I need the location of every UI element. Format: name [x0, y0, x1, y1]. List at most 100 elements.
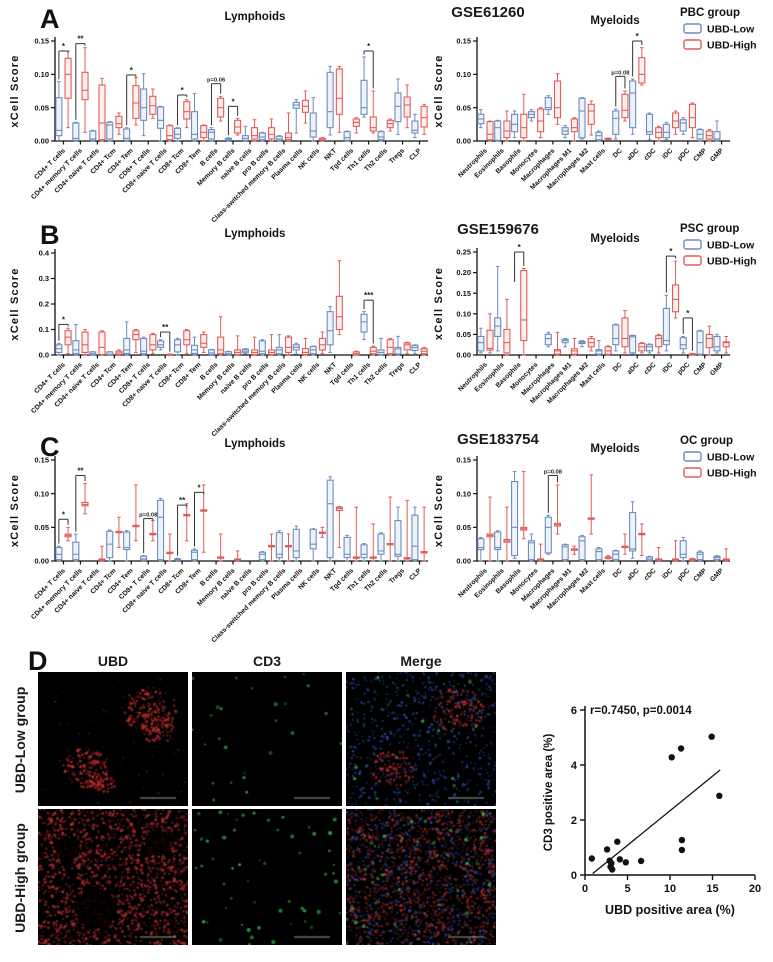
svg-text:0.00: 0.00 [34, 137, 49, 146]
svg-text:10: 10 [664, 883, 676, 895]
svg-text:0.15: 0.15 [456, 289, 471, 298]
svg-text:CLP: CLP [408, 567, 423, 582]
svg-text:0.20: 0.20 [456, 268, 471, 277]
svg-text:GMP: GMP [709, 361, 725, 377]
svg-text:0.05: 0.05 [34, 103, 49, 112]
svg-text:0.10: 0.10 [456, 489, 471, 498]
svg-text:p=0.06: p=0.06 [207, 78, 226, 84]
svg-text:PSC group: PSC group [680, 223, 739, 235]
svg-text:xCell Score: xCell Score [9, 267, 21, 340]
svg-text:15: 15 [706, 883, 718, 895]
svg-text:0.05: 0.05 [456, 103, 471, 112]
svg-text:*: * [686, 309, 690, 318]
svg-text:aDC: aDC [626, 361, 641, 376]
row-label-ubd-low-group: UBD-Low group [12, 686, 28, 794]
svg-text:CMP: CMP [692, 567, 708, 583]
gse-title-c: GSE183754 [457, 431, 539, 448]
panel-c-label: C [40, 432, 60, 462]
svg-text:cDC: cDC [643, 567, 658, 582]
svg-text:UBD-Low: UBD-Low [707, 240, 755, 252]
svg-text:Lymphoids: Lymphoids [225, 11, 286, 23]
svg-text:0.10: 0.10 [34, 489, 49, 498]
svg-text:*: * [198, 483, 202, 492]
svg-text:0.00: 0.00 [456, 351, 471, 360]
panel-d-label: D [28, 646, 48, 676]
svg-text:CMP: CMP [692, 147, 708, 163]
svg-text:*: * [518, 243, 522, 252]
gse-title-b: GSE159676 [457, 221, 539, 238]
svg-text:**: ** [179, 496, 186, 505]
row-label-ubd-high-group: UBD-High group [12, 823, 28, 933]
svg-text:GMP: GMP [709, 147, 725, 163]
svg-text:UBD-High: UBD-High [707, 468, 757, 480]
svg-text:pDC: pDC [676, 567, 691, 582]
svg-text:CLP: CLP [408, 361, 423, 376]
svg-text:iDC: iDC [661, 147, 674, 160]
panel-a-label: A [40, 4, 60, 34]
svg-text:0.10: 0.10 [456, 309, 471, 318]
correlation-scatter-plot: 0 5 10 15 20 0 2 4 6 r=0.7450, p=0.0014 UBD positi… [543, 705, 761, 917]
svg-text:Myeloids: Myeloids [590, 233, 639, 245]
svg-text:0.15: 0.15 [456, 456, 471, 465]
svg-text:CD3 positive area (%): CD3 positive area (%) [543, 734, 555, 852]
svg-text:0.15: 0.15 [34, 456, 49, 465]
svg-text:*: * [636, 32, 640, 41]
svg-text:Lymphoids: Lymphoids [225, 228, 286, 240]
svg-text:*: * [62, 42, 66, 51]
svg-text:pDC: pDC [676, 361, 691, 376]
svg-text:DC: DC [612, 567, 624, 579]
svg-text:CLP: CLP [408, 147, 423, 162]
svg-text:0.2: 0.2 [39, 300, 49, 309]
svg-text:**: ** [77, 35, 84, 44]
svg-text:xCell Score: xCell Score [9, 54, 21, 127]
svg-text:xCell Score: xCell Score [433, 474, 445, 547]
svg-text:DC: DC [612, 147, 624, 159]
column-header-cd3: CD3 [252, 653, 281, 669]
svg-text:PBC group: PBC group [680, 7, 740, 19]
svg-text:iDC: iDC [661, 567, 674, 580]
svg-text:0.4: 0.4 [39, 249, 50, 258]
svg-text:*: * [367, 42, 371, 51]
svg-text:0.10: 0.10 [456, 70, 471, 79]
svg-text:*: * [62, 315, 66, 324]
svg-text:0: 0 [571, 870, 577, 882]
svg-text:0.10: 0.10 [34, 70, 49, 79]
svg-text:aDC: aDC [626, 567, 641, 582]
svg-text:0: 0 [582, 883, 588, 895]
svg-text:*: * [130, 66, 134, 75]
svg-text:20: 20 [749, 883, 761, 895]
svg-text:UBD-Low: UBD-Low [707, 452, 755, 464]
svg-text:0.05: 0.05 [456, 330, 471, 339]
svg-text:*: * [231, 97, 235, 106]
svg-text:p=0.08: p=0.08 [611, 70, 630, 76]
svg-text:aDC: aDC [626, 147, 641, 162]
svg-text:OC group: OC group [680, 435, 733, 447]
svg-text:0.00: 0.00 [456, 137, 471, 146]
svg-text:r=0.7450, p=0.0014: r=0.7450, p=0.0014 [590, 705, 692, 717]
svg-text:0.0: 0.0 [39, 351, 49, 360]
svg-text:p=0.08: p=0.08 [139, 513, 158, 519]
ubd-high-cd3-channel-image [192, 809, 342, 945]
svg-text:0.25: 0.25 [456, 248, 471, 257]
svg-text:UBD-Low: UBD-Low [707, 24, 755, 36]
svg-text:Tregs: Tregs [388, 567, 406, 585]
svg-text:2: 2 [571, 815, 577, 827]
svg-text:UBD positive area (%): UBD positive area (%) [605, 903, 735, 917]
panel-b-myeloids-boxplot: Myeloids 0.00 0.05 0.10 0.15 0.20 0.25 xCell Sc… [433, 223, 757, 405]
svg-text:Myeloids: Myeloids [590, 15, 639, 27]
svg-text:0.15: 0.15 [456, 37, 471, 46]
ubd-low-cd3-channel-image [192, 672, 342, 806]
svg-text:***: *** [364, 291, 374, 300]
svg-text:0.15: 0.15 [34, 37, 49, 46]
svg-text:0.00: 0.00 [456, 557, 471, 566]
svg-text:UBD-High: UBD-High [707, 256, 757, 268]
svg-text:Tregs: Tregs [388, 361, 406, 379]
svg-text:*: * [62, 510, 66, 519]
svg-text:UBD-High: UBD-High [707, 40, 757, 52]
svg-text:0.05: 0.05 [34, 523, 49, 532]
